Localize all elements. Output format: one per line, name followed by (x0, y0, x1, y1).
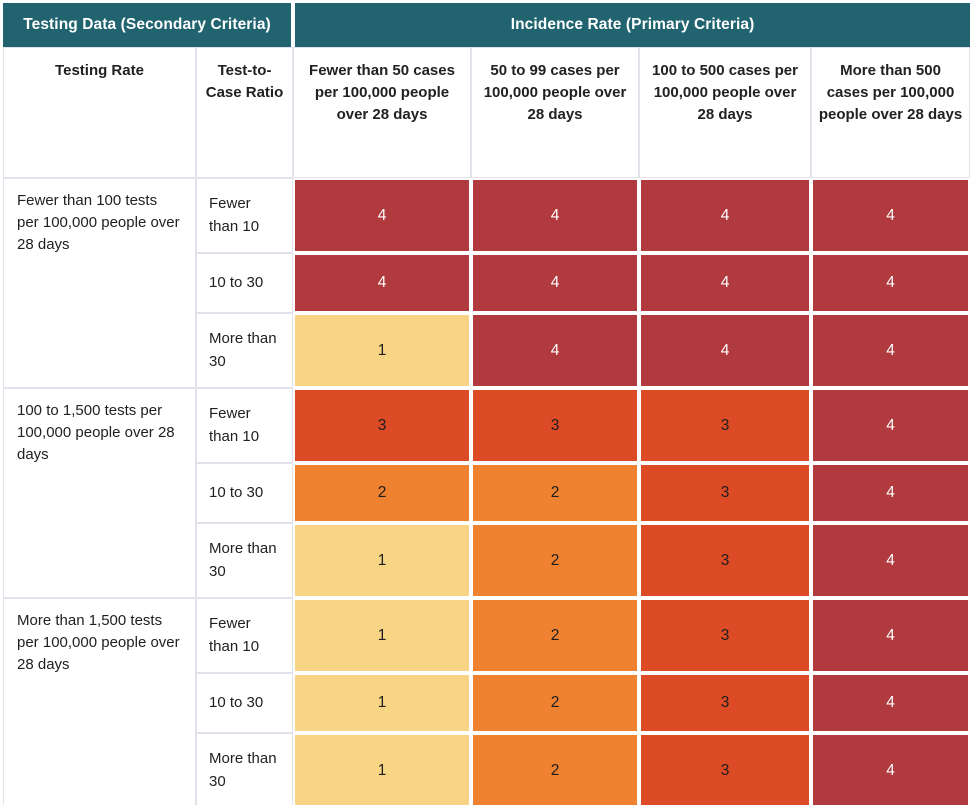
column-header-testing-rate: Testing Rate (3, 47, 196, 178)
test-to-case-ratio-cell: More than 30 (196, 313, 294, 388)
score-cell: 2 (471, 463, 640, 523)
score-cell: 4 (471, 313, 640, 388)
matrix-body: Fewer than 100 tests per 100,000 people … (3, 178, 970, 805)
score-cell: 3 (471, 388, 640, 463)
testing-data-group-header: Testing Data (Secondary Criteria) (3, 3, 294, 47)
score-cell: 4 (639, 313, 812, 388)
group-header-row: Testing Data (Secondary Criteria) Incide… (3, 3, 970, 47)
score-cell: 4 (639, 253, 812, 313)
test-to-case-ratio-cell: Fewer than 10 (196, 178, 294, 253)
matrix-row: Fewer than 100 tests per 100,000 people … (3, 178, 970, 388)
column-header-100-to-500: 100 to 500 cases per 100,000 people over… (639, 47, 812, 178)
score-cell: 4 (811, 598, 970, 673)
matrix-row: 10 to 30 1 2 3 4 (3, 673, 970, 733)
score-cell: 4 (811, 388, 970, 463)
test-to-case-ratio-cell: Fewer than 10 (196, 598, 294, 673)
column-header-fewer-than-50: Fewer than 50 cases per 100,000 people o… (293, 47, 472, 178)
score-cell: 4 (811, 253, 970, 313)
score-cell: 4 (471, 178, 640, 253)
testing-rate-cell: Fewer than 100 tests per 100,000 people … (3, 178, 196, 388)
score-cell: 3 (639, 598, 812, 673)
matrix-row: More than 30 1 4 4 4 (3, 313, 970, 388)
score-cell: 4 (811, 523, 970, 598)
column-header-50-to-99: 50 to 99 cases per 100,000 people over 2… (471, 47, 640, 178)
score-cell: 1 (293, 733, 472, 805)
score-cell: 4 (639, 178, 812, 253)
score-cell: 2 (293, 463, 472, 523)
column-header-row: Testing Rate Test-to-Case Ratio Fewer th… (3, 47, 970, 178)
test-to-case-ratio-cell: More than 30 (196, 733, 294, 805)
score-cell: 1 (293, 673, 472, 733)
score-cell: 4 (293, 253, 472, 313)
score-cell: 3 (639, 673, 812, 733)
matrix-row: More than 1,500 tests per 100,000 people… (3, 598, 970, 805)
score-cell: 2 (471, 523, 640, 598)
score-cell: 3 (639, 523, 812, 598)
matrix-row: More than 30 1 2 3 4 (3, 523, 970, 598)
testing-rate-cell: 100 to 1,500 tests per 100,000 people ov… (3, 388, 196, 598)
score-cell: 4 (811, 463, 970, 523)
score-cell: 4 (471, 253, 640, 313)
score-cell: 1 (293, 313, 472, 388)
test-to-case-ratio-cell: 10 to 30 (196, 253, 294, 313)
score-cell: 2 (471, 598, 640, 673)
test-to-case-ratio-cell: More than 30 (196, 523, 294, 598)
matrix-row: More than 30 1 2 3 4 (3, 733, 970, 805)
column-header-test-to-case-ratio: Test-to-Case Ratio (196, 47, 294, 178)
incidence-rate-group-header: Incidence Rate (Primary Criteria) (293, 3, 970, 47)
testing-rate-cell: More than 1,500 tests per 100,000 people… (3, 598, 196, 805)
score-cell: 2 (471, 673, 640, 733)
matrix-row: 10 to 30 2 2 3 4 (3, 463, 970, 523)
column-header-more-than-500: More than 500 cases per 100,000 people o… (811, 47, 970, 178)
score-cell: 4 (811, 733, 970, 805)
score-cell: 1 (293, 523, 472, 598)
risk-matrix-table: Testing Data (Secondary Criteria) Incide… (3, 3, 970, 805)
matrix-row: 10 to 30 4 4 4 4 (3, 253, 970, 313)
score-cell: 4 (811, 673, 970, 733)
score-cell: 4 (293, 178, 472, 253)
score-cell: 1 (293, 598, 472, 673)
test-to-case-ratio-cell: 10 to 30 (196, 673, 294, 733)
score-cell: 2 (471, 733, 640, 805)
test-to-case-ratio-cell: 10 to 30 (196, 463, 294, 523)
score-cell: 3 (639, 388, 812, 463)
matrix-row: 100 to 1,500 tests per 100,000 people ov… (3, 388, 970, 598)
score-cell: 3 (293, 388, 472, 463)
score-cell: 3 (639, 733, 812, 805)
test-to-case-ratio-cell: Fewer than 10 (196, 388, 294, 463)
score-cell: 4 (811, 178, 970, 253)
score-cell: 3 (639, 463, 812, 523)
score-cell: 4 (811, 313, 970, 388)
